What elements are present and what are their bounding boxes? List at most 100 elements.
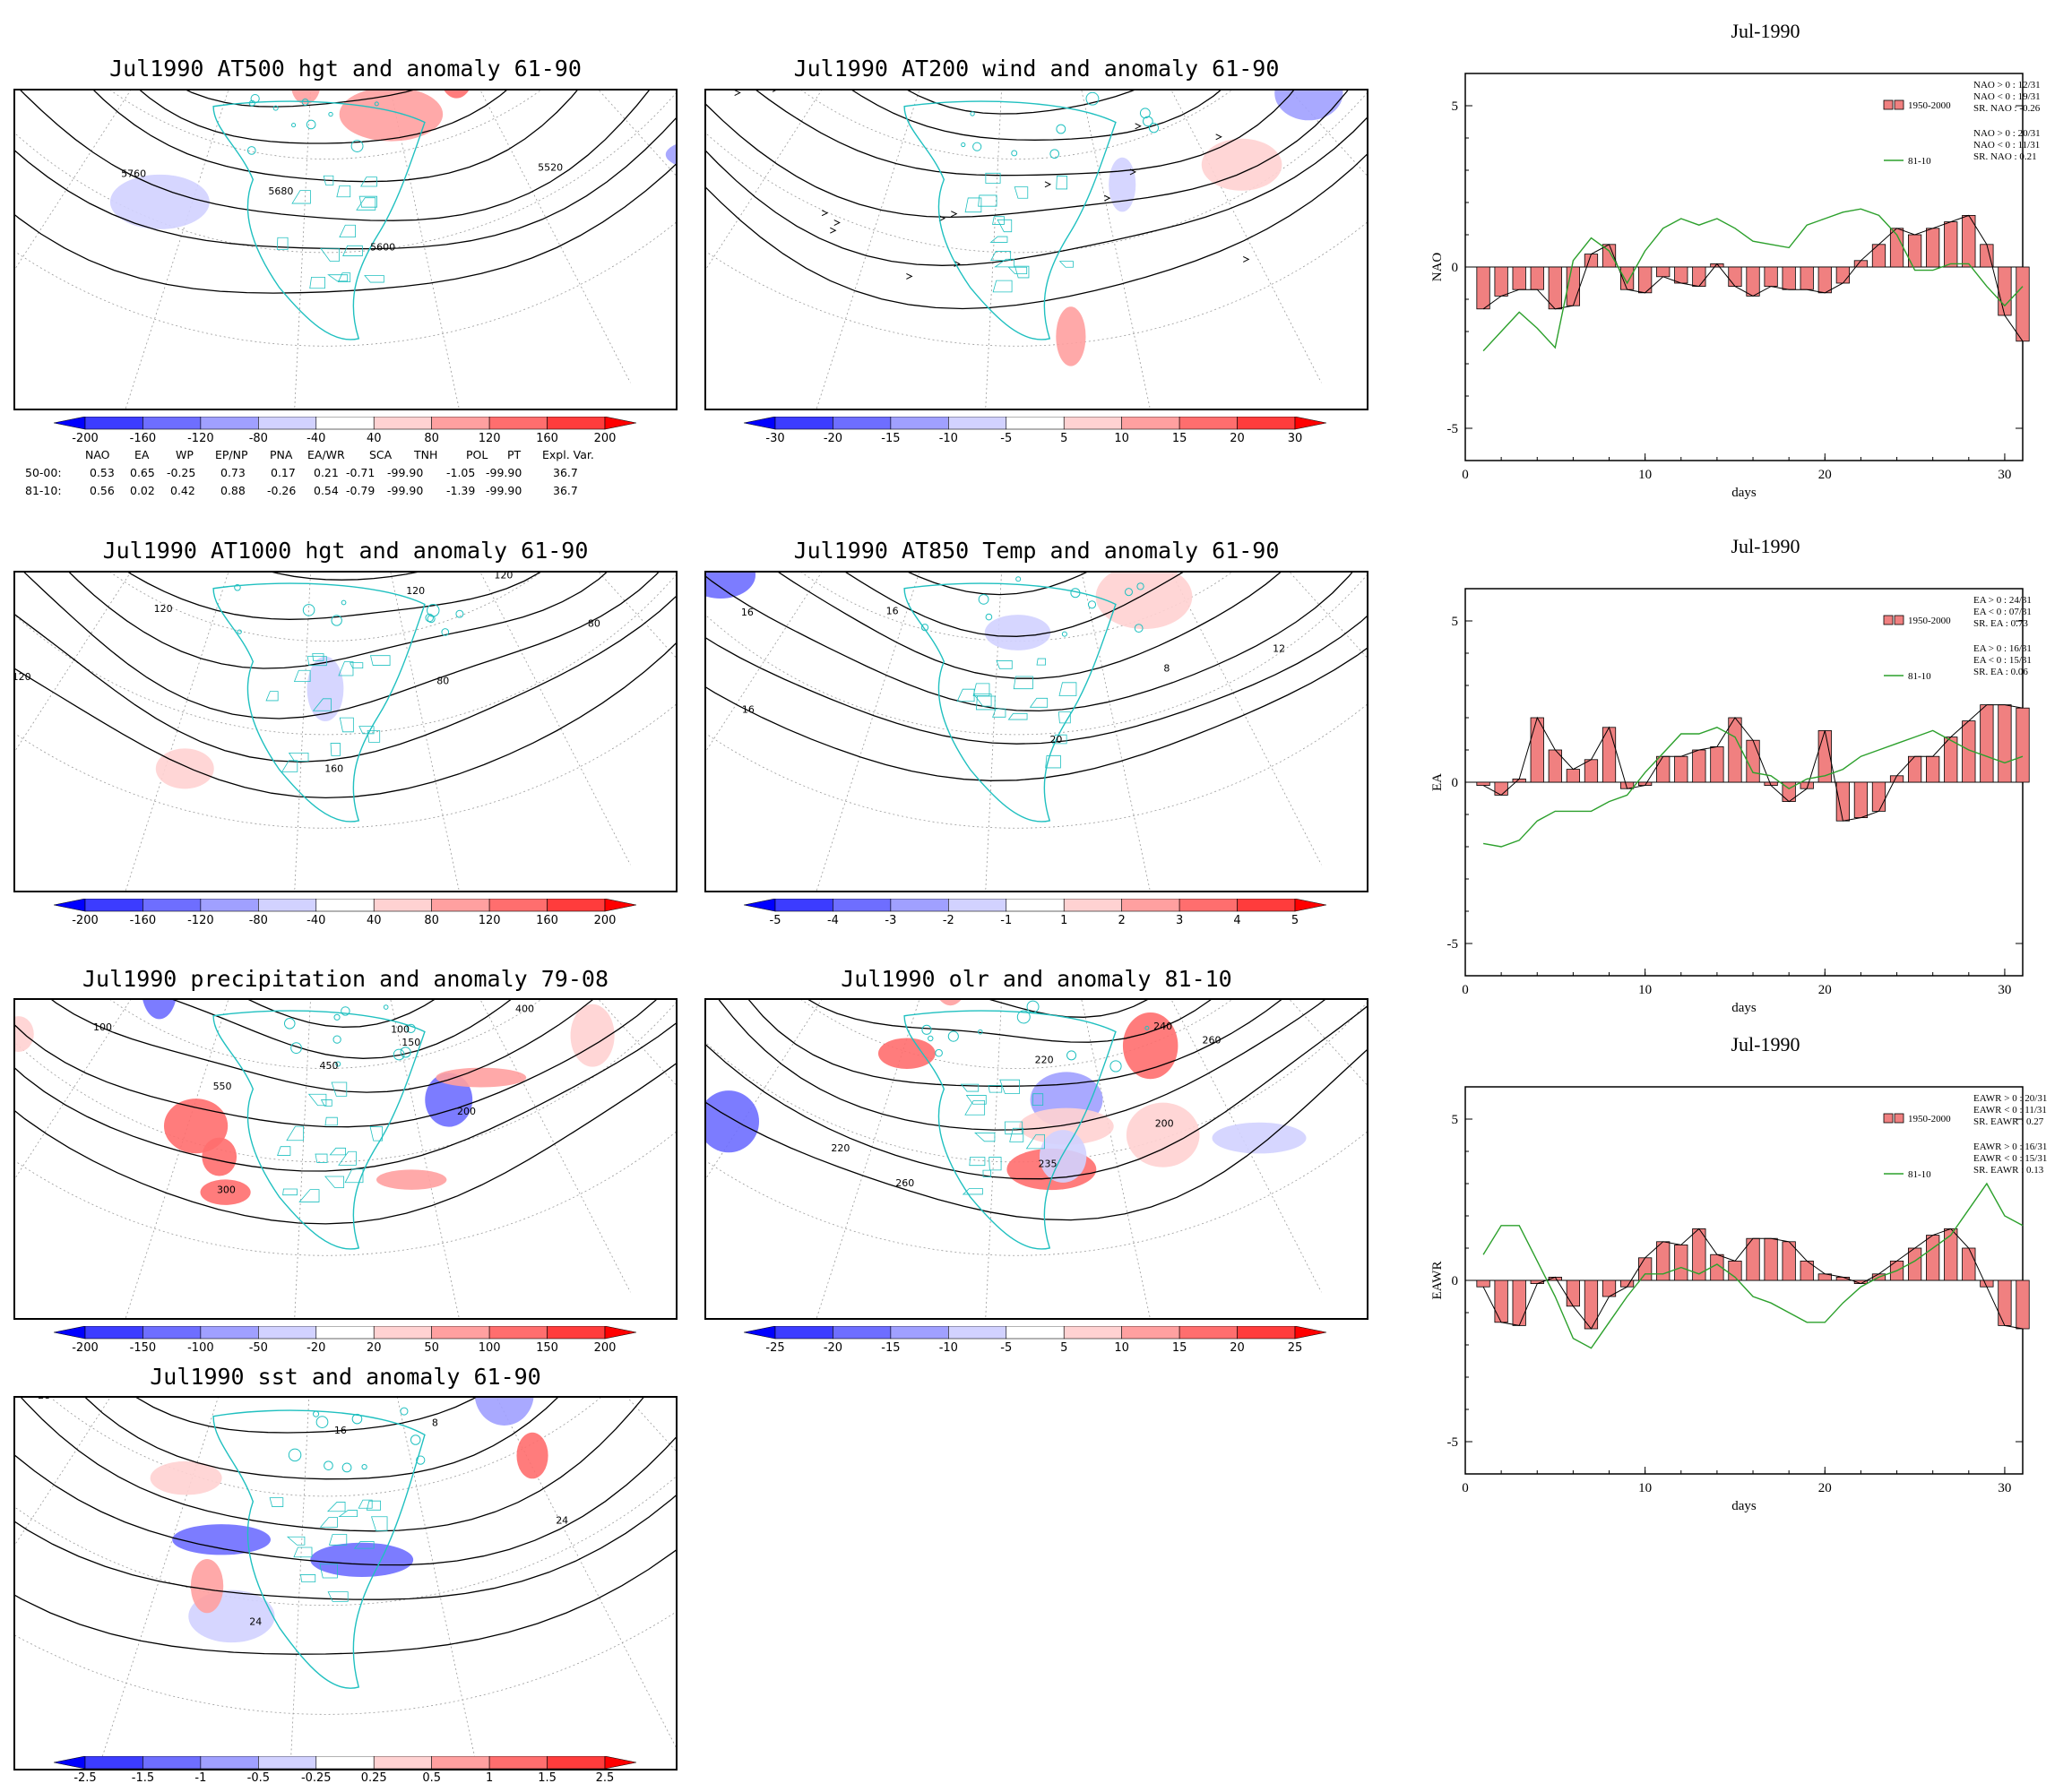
colorbar-segment [488, 1326, 548, 1340]
bar [1926, 228, 1940, 268]
contour-line [908, 573, 1088, 596]
island [237, 629, 242, 634]
state-boundary [265, 691, 279, 702]
state-boundary [331, 1081, 348, 1097]
cell: 0.88 [220, 484, 246, 497]
island [972, 142, 982, 151]
colorbar-label: -2 [942, 914, 954, 927]
state-boundary [1036, 658, 1047, 666]
anomaly-shading [436, 1067, 527, 1088]
contour-label: 8 [432, 1417, 438, 1429]
graticule-meridian [15, 1000, 131, 1179]
state-boundary [1056, 176, 1067, 190]
colorbar-label: -120 [187, 914, 214, 927]
island [935, 1048, 943, 1057]
x-axis-label: days [1731, 1001, 1757, 1015]
legend-label: 81-10 [1908, 156, 1931, 167]
bar [1926, 1235, 1940, 1281]
colorbar-label: -0.25 [300, 1771, 332, 1785]
colorbar-label: -100 [187, 1341, 214, 1355]
y-tick-label: 5 [1452, 1113, 1459, 1127]
state-boundary [364, 275, 384, 283]
bar [1980, 704, 1994, 783]
state-boundary [276, 237, 289, 250]
anomaly-shading [444, 90, 470, 99]
island [315, 1416, 329, 1428]
island [374, 101, 379, 107]
legend-stat: SR. EA : 0.73 [1973, 618, 2028, 629]
colorbar-segment [948, 1326, 1007, 1340]
colorbar-segment [315, 1756, 375, 1770]
island [324, 1460, 333, 1470]
contour-label: 240 [1153, 1021, 1172, 1032]
island [410, 1434, 421, 1445]
state-boundary [999, 1079, 1020, 1094]
contour-label: 24 [249, 1615, 262, 1627]
state-boundary [288, 752, 309, 762]
bar [1692, 749, 1706, 783]
bar [1584, 254, 1599, 268]
graticule-meridian [294, 1000, 311, 1318]
contour-line [706, 1049, 1367, 1221]
colorbar-label: -80 [248, 914, 268, 927]
bar [1782, 1241, 1796, 1281]
state-boundary [1032, 1093, 1044, 1107]
graticule-meridian [985, 1000, 1002, 1318]
state-boundary [320, 1099, 332, 1107]
colorbar-label: 4 [1233, 914, 1241, 927]
y-tick-label: -5 [1447, 422, 1459, 436]
state-boundary [988, 1084, 1003, 1093]
state-boundary [286, 1536, 306, 1546]
streamline-arrow [1129, 168, 1137, 176]
island [272, 105, 279, 111]
contour-label: 150 [401, 1037, 420, 1048]
state-boundary [1014, 186, 1029, 199]
bar [1944, 221, 1958, 268]
ts-title-ea: Jul-1990 [1731, 535, 1800, 557]
state-boundary [972, 683, 990, 696]
island [1049, 149, 1060, 159]
island [920, 624, 929, 632]
colorbar-label: 10 [1114, 432, 1129, 445]
colorbar-label: 30 [1287, 432, 1303, 445]
bar [1853, 781, 1869, 818]
anomaly-shading [425, 1073, 473, 1127]
colorbar-label: -5 [1000, 1341, 1013, 1355]
y-tick-label: -5 [1447, 1435, 1459, 1450]
series-line-81-10 [1482, 208, 2024, 352]
header-ea: EA [134, 448, 150, 461]
island [351, 1413, 363, 1425]
cell: 36.7 [553, 466, 578, 479]
graticule-meridian [598, 1000, 676, 1086]
colorbar-segment [142, 899, 202, 912]
bar [1746, 739, 1760, 783]
colorbar-segment [604, 1326, 636, 1340]
island [921, 1024, 932, 1035]
streamline-arrow [833, 220, 841, 226]
legend-bar-swatch [1894, 99, 1904, 110]
colorbar-label: 15 [1171, 432, 1187, 445]
coastline [903, 582, 1117, 823]
colorbar-label: 200 [593, 432, 617, 445]
graticule-meridian [496, 1398, 676, 1748]
graticule-meridian [1170, 573, 1322, 866]
cell: 0.56 [90, 484, 115, 497]
island [393, 1048, 405, 1061]
colorbar-z500: -200 -160 -120 -80 -40 40 80 120 160 200 [54, 417, 636, 451]
coastline [903, 100, 1117, 340]
state-boundary [989, 1157, 1002, 1171]
colorbar-segment [1237, 1326, 1296, 1340]
graticule-circle [110, 573, 541, 642]
y-axis-label: EAWR [1430, 1262, 1445, 1300]
colorbar-label: -160 [129, 432, 157, 445]
state-boundary [339, 224, 356, 238]
bar [2016, 1279, 2030, 1330]
colorbar-label: -160 [129, 914, 157, 927]
map-title-z500: Jul1990 AT500 hgt and anomaly 61-90 [109, 56, 582, 82]
state-boundary [286, 1125, 304, 1142]
island [246, 146, 256, 155]
colorbar-sst: -2.5 -1.5 -1 -0.5 -0.25 0.25 0.5 1 1.5 2.5 [54, 1756, 636, 1790]
state-boundary [281, 760, 298, 772]
colorbar-segment [373, 417, 432, 430]
colorbar-label: -150 [129, 1341, 157, 1355]
